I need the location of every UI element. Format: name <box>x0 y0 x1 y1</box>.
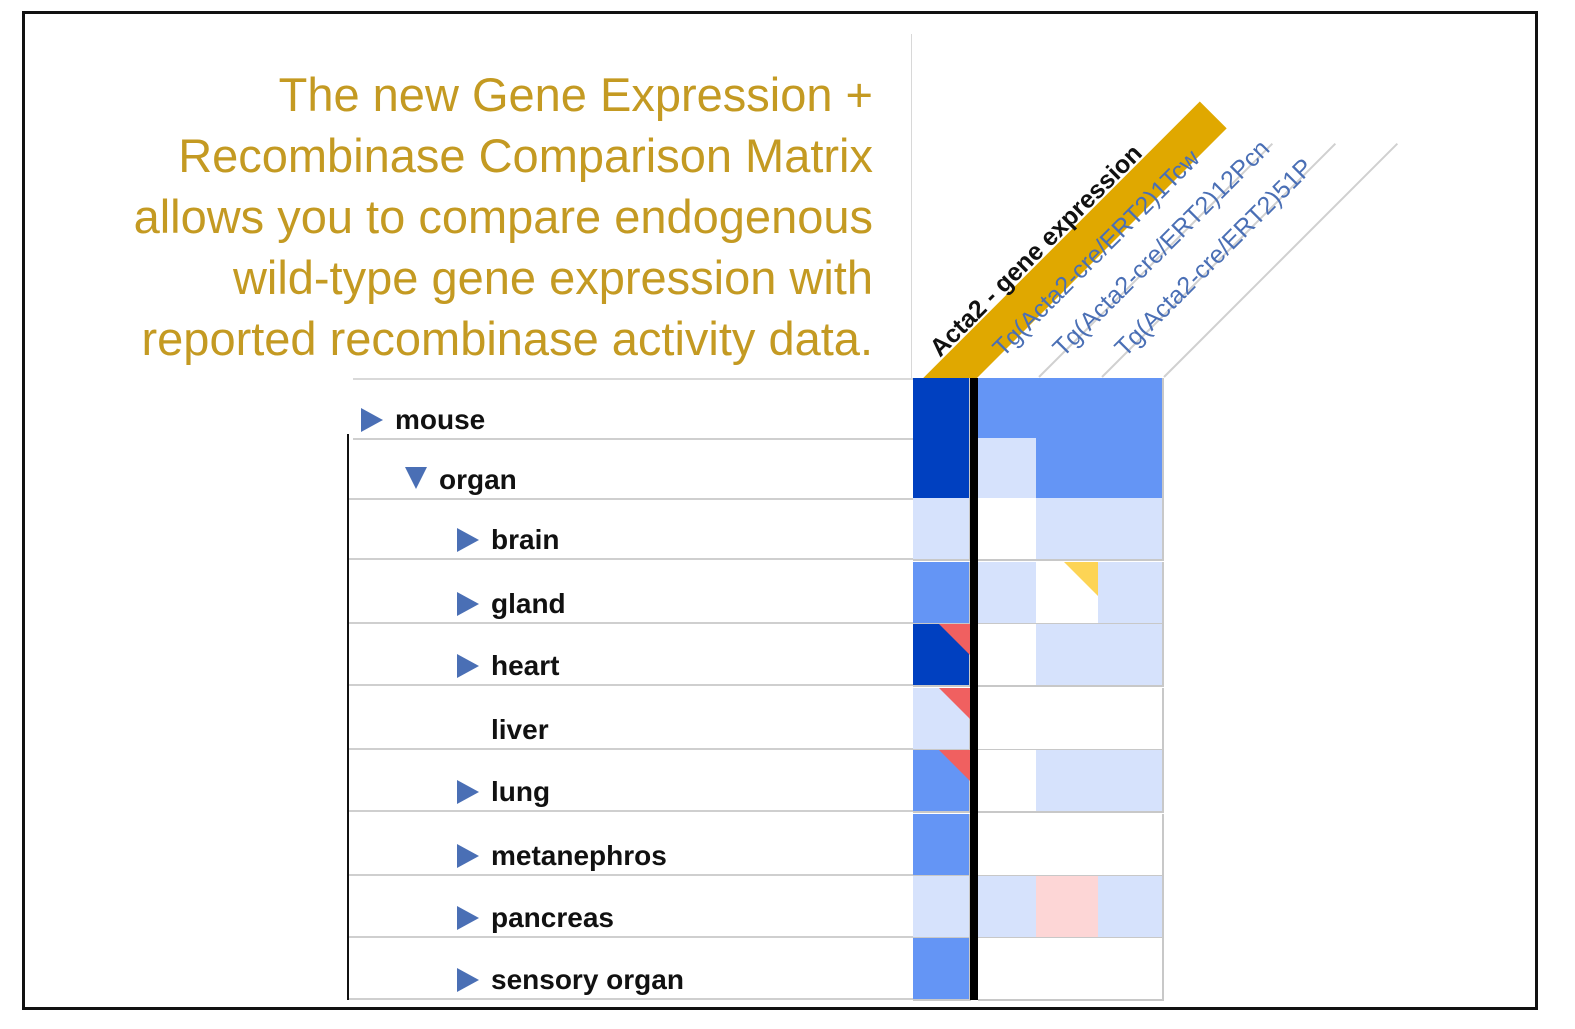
caption-line: wild-type gene expression with <box>232 251 873 304</box>
matrix-cell[interactable] <box>1036 750 1102 813</box>
tree-node[interactable]: heart <box>457 650 559 682</box>
tree-node-label: mouse <box>395 404 486 435</box>
tree-top-border <box>353 378 913 380</box>
tree-row-gland[interactable]: gland <box>349 562 913 624</box>
matrix-cell[interactable] <box>1098 750 1164 813</box>
tree-node[interactable]: pancreas <box>457 902 614 934</box>
header-divider <box>911 34 912 380</box>
tree-node-label: liver <box>491 714 549 745</box>
tree-node-label: sensory organ <box>491 964 684 995</box>
matrix-cell[interactable] <box>1036 378 1102 441</box>
matrix-cell[interactable] <box>1098 378 1164 441</box>
expand-right-icon[interactable] <box>457 654 479 678</box>
matrix-cell[interactable] <box>1098 688 1164 751</box>
matrix-cell[interactable] <box>913 378 971 441</box>
caption-line: allows you to compare endogenous <box>133 190 873 243</box>
tree-row-liver[interactable]: liver <box>349 688 913 750</box>
matrix-cell[interactable] <box>1098 498 1164 561</box>
tree-row-metanephros[interactable]: metanephros <box>349 814 913 876</box>
tree-row-mouse[interactable]: mouse <box>353 378 917 440</box>
cell-flag-marker <box>939 750 971 782</box>
caption-line: Recombinase Comparison Matrix <box>178 129 873 182</box>
cell-flag-marker <box>1064 562 1100 598</box>
expand-down-icon[interactable] <box>405 467 427 489</box>
tree-row-sensory-organ[interactable]: sensory organ <box>349 938 913 1000</box>
matrix-cell[interactable] <box>913 498 971 561</box>
tree-node[interactable]: gland <box>457 588 566 620</box>
tree-node[interactable]: metanephros <box>457 840 667 872</box>
tree-node-label: metanephros <box>491 840 667 871</box>
tree-row-heart[interactable]: heart <box>349 624 913 686</box>
matrix-cell[interactable] <box>1098 814 1164 877</box>
matrix-cell[interactable] <box>1098 438 1164 501</box>
matrix-cell[interactable] <box>913 876 971 939</box>
matrix-cell[interactable] <box>978 438 1040 501</box>
matrix-cell[interactable] <box>913 938 971 1001</box>
matrix-cell[interactable] <box>1036 814 1102 877</box>
tree-row-lung[interactable]: lung <box>349 750 913 812</box>
caption: The new Gene Expression + Recombinase Co… <box>33 64 873 369</box>
matrix-cell[interactable] <box>913 562 971 625</box>
column-separator-bar <box>970 378 978 1000</box>
expand-right-icon[interactable] <box>457 780 479 804</box>
matrix-cell[interactable] <box>1036 938 1102 1001</box>
matrix-cell[interactable] <box>978 378 1040 441</box>
matrix-cell[interactable] <box>1036 438 1102 501</box>
matrix-cell[interactable] <box>913 438 971 501</box>
matrix-cell[interactable] <box>978 750 1040 813</box>
tree-node[interactable]: organ <box>405 464 517 496</box>
caption-line: reported recombinase activity data. <box>141 312 873 365</box>
tree-row-brain[interactable]: brain <box>349 498 913 560</box>
matrix-cell[interactable] <box>978 624 1040 687</box>
caption-line: The new Gene Expression + <box>278 68 873 121</box>
matrix-cell[interactable] <box>1036 498 1102 561</box>
expand-right-icon[interactable] <box>457 592 479 616</box>
tree-row-pancreas[interactable]: pancreas <box>349 876 913 938</box>
tree-node-label: gland <box>491 588 566 619</box>
matrix-cell[interactable] <box>978 688 1040 751</box>
tree-node[interactable]: liver <box>491 714 549 746</box>
expand-right-icon[interactable] <box>457 968 479 992</box>
matrix-cell[interactable] <box>1036 624 1102 687</box>
matrix-cell[interactable] <box>1098 624 1164 687</box>
expand-right-icon[interactable] <box>457 906 479 930</box>
matrix-cell[interactable] <box>1036 688 1102 751</box>
matrix-cell[interactable] <box>1098 876 1164 939</box>
tree-node-label: pancreas <box>491 902 614 933</box>
tree-node[interactable]: mouse <box>361 404 485 436</box>
cell-flag-marker <box>939 624 971 656</box>
matrix-cell[interactable] <box>978 562 1040 625</box>
tree-node-label: heart <box>491 650 560 681</box>
matrix-cell[interactable] <box>1098 562 1164 625</box>
matrix-cell[interactable] <box>978 498 1040 561</box>
matrix-cell[interactable] <box>1036 876 1102 939</box>
tree-node[interactable]: sensory organ <box>457 964 684 996</box>
tree-left-border <box>347 434 349 1000</box>
tree-node[interactable]: lung <box>457 776 550 808</box>
matrix-cell[interactable] <box>913 624 971 687</box>
expand-right-icon[interactable] <box>457 528 479 552</box>
matrix-cell[interactable] <box>913 814 971 877</box>
matrix-cell[interactable] <box>913 750 971 813</box>
expand-right-icon[interactable] <box>361 408 383 432</box>
matrix-cell[interactable] <box>1036 562 1102 625</box>
tree-node[interactable]: brain <box>457 524 559 556</box>
matrix-cell[interactable] <box>978 938 1040 1001</box>
expand-right-icon[interactable] <box>457 844 479 868</box>
matrix-cell[interactable] <box>978 814 1040 877</box>
tree-node-label: lung <box>491 776 551 807</box>
tree-node-label: brain <box>491 524 560 555</box>
tree-row-organ[interactable]: organ <box>349 438 913 500</box>
figure-frame: The new Gene Expression + Recombinase Co… <box>22 11 1538 1010</box>
matrix-cell[interactable] <box>913 688 971 751</box>
cell-flag-marker <box>939 688 971 720</box>
matrix-cell[interactable] <box>1098 938 1164 1001</box>
matrix-cell[interactable] <box>978 876 1040 939</box>
tree-node-label: organ <box>439 464 517 495</box>
